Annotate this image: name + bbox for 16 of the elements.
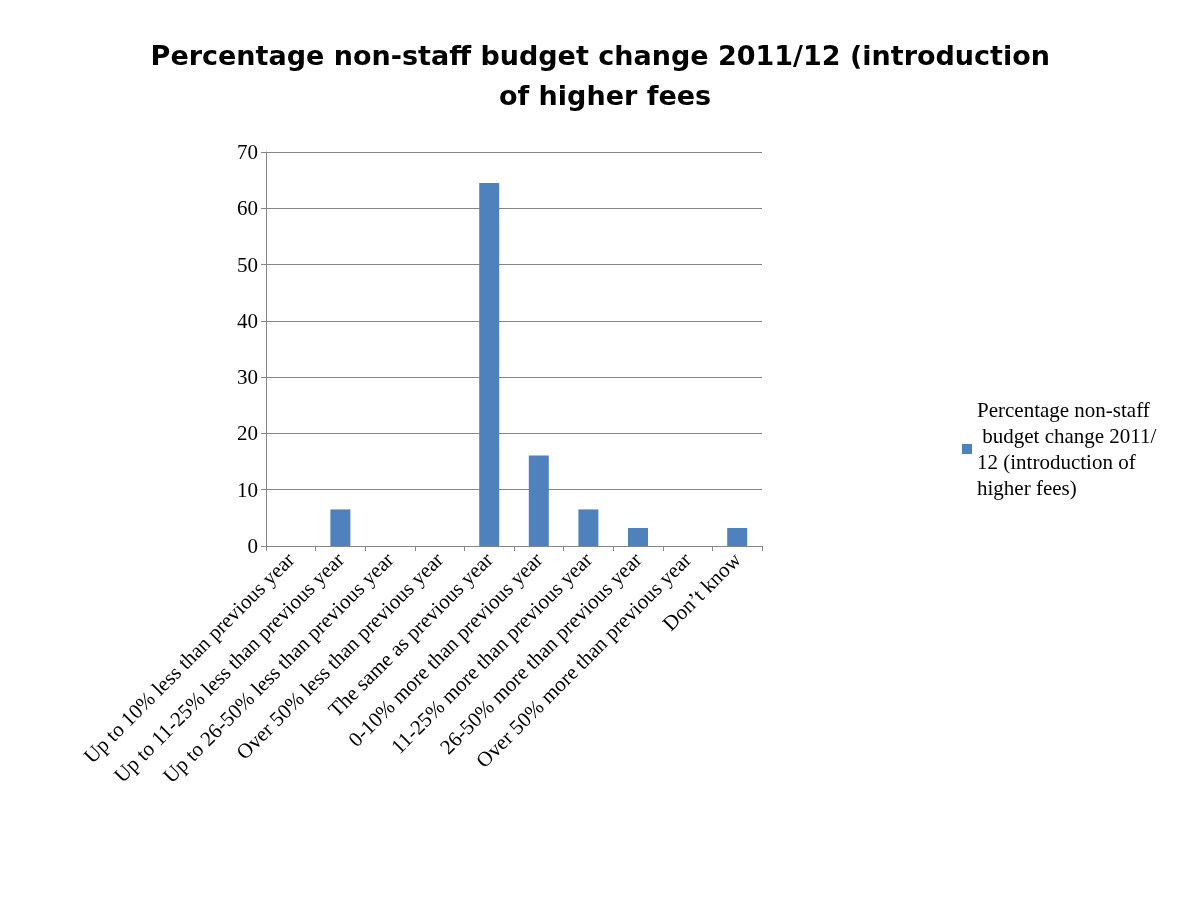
bar bbox=[528, 455, 549, 546]
y-tick-label: 10 bbox=[237, 477, 258, 502]
chart-title: Percentage non-staff budget change 2011/12 (introduction of higher fees bbox=[150, 39, 1060, 111]
legend-label: Percentage non-staff budget change 2011/12 (introduction of higher fees) bbox=[977, 398, 1157, 500]
bar bbox=[727, 527, 748, 546]
y-tick-label: 40 bbox=[237, 308, 258, 333]
bar bbox=[628, 527, 648, 546]
y-tick-label: 70 bbox=[237, 140, 258, 164]
bar bbox=[578, 509, 599, 546]
bar bbox=[330, 509, 351, 546]
bar bbox=[479, 182, 500, 546]
y-tick-label: 30 bbox=[237, 365, 258, 390]
y-tick-label: 60 bbox=[237, 196, 258, 221]
y-tick-label: 0 bbox=[247, 534, 258, 558]
y-tick-label: 50 bbox=[237, 252, 258, 277]
y-tick-label: 20 bbox=[237, 421, 258, 446]
